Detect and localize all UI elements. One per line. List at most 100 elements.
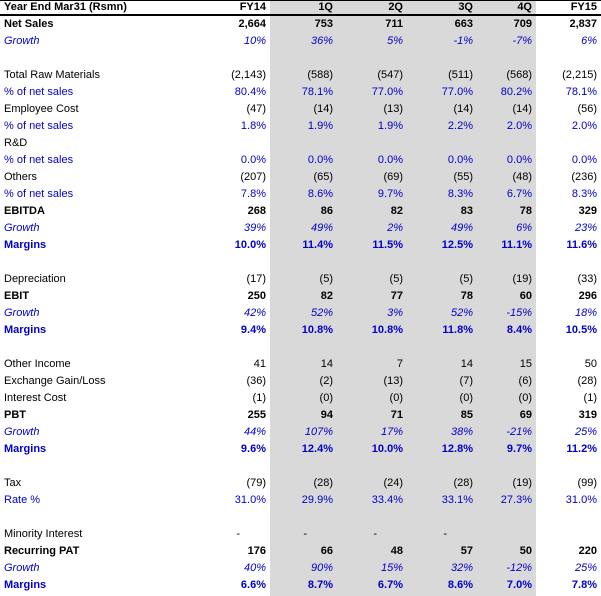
cell-3q: - bbox=[443, 528, 447, 540]
table-row: % of net sales 0.0% 0.0% 0.0% 0.0% 0.0% 0.0% bbox=[0, 152, 601, 169]
cell-2q: 10.0% bbox=[371, 443, 403, 455]
row-label: % of net sales bbox=[4, 86, 74, 98]
table-row: Growth 44% 107% 17% 38% -21% 25% bbox=[0, 424, 601, 441]
cell-fy15: 329 bbox=[578, 205, 597, 217]
table-row: EBIT 250 82 77 78 60 296 bbox=[0, 288, 601, 305]
cell-fy14: (79) bbox=[246, 477, 266, 489]
table-row: Depreciation (17) (5) (5) (5) (19) (33) bbox=[0, 271, 601, 288]
cell-fy14: 42% bbox=[243, 307, 266, 319]
cell-fy15: 10.5% bbox=[565, 324, 597, 336]
cell-1q: 0.0% bbox=[307, 154, 333, 166]
cell-1q: 52% bbox=[310, 307, 333, 319]
header-label: Year End Mar31 (Rsmn) bbox=[4, 1, 127, 13]
cell-3q bbox=[407, 339, 477, 356]
cell-2q bbox=[337, 254, 407, 271]
row-label: Exchange Gain/Loss bbox=[4, 375, 106, 387]
cell-fy14 bbox=[158, 254, 270, 271]
cell-fy15: 296 bbox=[578, 290, 597, 302]
cell-1q: 36% bbox=[310, 35, 333, 47]
cell-fy15: 11.2% bbox=[566, 443, 597, 455]
quarter-columns-highlight-band bbox=[270, 0, 536, 596]
cell-fy14: 10% bbox=[243, 35, 266, 47]
cell-2q: (547) bbox=[377, 69, 403, 81]
row-label bbox=[0, 509, 158, 526]
cell-2q bbox=[337, 339, 407, 356]
cell-4q bbox=[477, 509, 536, 526]
row-label: Depreciation bbox=[4, 273, 66, 285]
row-label: R&D bbox=[4, 137, 28, 149]
cell-fy14: 39% bbox=[243, 222, 266, 234]
cell-4q bbox=[477, 526, 536, 543]
cell-fy15 bbox=[536, 526, 601, 543]
row-label: Tax bbox=[4, 477, 22, 489]
cell-1q: (588) bbox=[307, 69, 333, 81]
cell-fy15: (28) bbox=[577, 375, 597, 387]
cell-1q: 107% bbox=[304, 426, 333, 438]
cell-1q: 10.8% bbox=[301, 324, 333, 336]
cell-fy14: 255 bbox=[247, 409, 266, 421]
row-label: Minority Interest bbox=[4, 528, 83, 540]
cell-fy14 bbox=[158, 509, 270, 526]
table-row: Margins 9.6% 12.4% 10.0% 12.8% 9.7% 11.2% bbox=[0, 441, 601, 458]
table-row: PBT 255 94 71 85 69 319 bbox=[0, 407, 601, 424]
table-row: EBITDA 268 86 82 83 78 329 bbox=[0, 203, 601, 220]
cell-1q: 11.4% bbox=[302, 239, 333, 251]
cell-2q: (24) bbox=[383, 477, 403, 489]
cell-3q: 77.0% bbox=[441, 86, 473, 98]
cell-fy14: (17) bbox=[246, 273, 266, 285]
row-label: Margins bbox=[4, 239, 47, 251]
cell-1q: (28) bbox=[313, 477, 333, 489]
cell-4q: 50 bbox=[519, 545, 532, 557]
cell-4q: 69 bbox=[519, 409, 532, 421]
table-row: R&D bbox=[0, 135, 601, 152]
cell-fy15: (1) bbox=[583, 392, 597, 404]
row-label: % of net sales bbox=[4, 120, 74, 132]
cell-4q: (6) bbox=[518, 375, 532, 387]
cell-3q: (511) bbox=[448, 69, 473, 81]
cell-4q: 11.1% bbox=[501, 239, 532, 251]
header-col-1q: 1Q bbox=[318, 1, 333, 13]
cell-1q: (5) bbox=[319, 273, 333, 285]
cell-fy15 bbox=[536, 458, 601, 475]
cell-2q: (5) bbox=[389, 273, 403, 285]
cell-4q: 8.4% bbox=[506, 324, 532, 336]
cell-4q: 15 bbox=[519, 358, 532, 370]
cell-fy14: (47) bbox=[246, 103, 266, 115]
table-row: Interest Cost (1) (0) (0) (0) (0) (1) bbox=[0, 390, 601, 407]
cell-fy15: (2,215) bbox=[562, 69, 597, 81]
cell-2q: 711 bbox=[385, 18, 403, 30]
cell-4q: 6.7% bbox=[506, 188, 532, 200]
cell-fy14: (2,143) bbox=[231, 69, 266, 81]
cell-4q: (19) bbox=[512, 477, 532, 489]
cell-2q: 15% bbox=[380, 562, 403, 574]
cell-fy15: 7.8% bbox=[571, 579, 597, 591]
cell-fy14: 1.8% bbox=[240, 120, 266, 132]
cell-fy14: 6.6% bbox=[240, 579, 266, 591]
cell-2q: - bbox=[373, 528, 377, 540]
cell-2q: 1.9% bbox=[377, 120, 403, 132]
cell-3q: 12.8% bbox=[441, 443, 473, 455]
spacer-row bbox=[0, 254, 601, 271]
cell-3q: 14 bbox=[460, 358, 473, 370]
cell-fy15 bbox=[536, 509, 601, 526]
table-row: Growth 39% 49% 2% 49% 6% 23% bbox=[0, 220, 601, 237]
cell-3q: 52% bbox=[450, 307, 473, 319]
cell-fy14 bbox=[158, 50, 270, 67]
cell-4q bbox=[477, 254, 536, 271]
cell-1q: - bbox=[303, 528, 307, 540]
table-row: Margins 6.6% 8.7% 6.7% 8.6% 7.0% 7.8% bbox=[0, 577, 601, 594]
cell-4q: 80.2% bbox=[500, 86, 532, 98]
row-label: Growth bbox=[4, 35, 40, 47]
table-row: % of net sales 80.4% 78.1% 77.0% 77.0% 80.2% 7… bbox=[0, 84, 601, 101]
cell-2q: 7 bbox=[396, 358, 403, 370]
table-row: Other Income 41 14 7 14 15 50 bbox=[0, 356, 601, 373]
table-row: Recurring PAT 176 66 48 57 50 220 bbox=[0, 543, 601, 560]
cell-1q: 86 bbox=[320, 205, 333, 217]
cell-4q: (14) bbox=[512, 103, 532, 115]
cell-1q: 8.6% bbox=[307, 188, 333, 200]
cell-fy15: 2,837 bbox=[569, 18, 597, 30]
row-label: Recurring PAT bbox=[4, 545, 80, 557]
cell-fy14: 0.0% bbox=[240, 154, 266, 166]
cell-1q: 8.7% bbox=[307, 579, 333, 591]
cell-1q: 29.9% bbox=[301, 494, 333, 506]
